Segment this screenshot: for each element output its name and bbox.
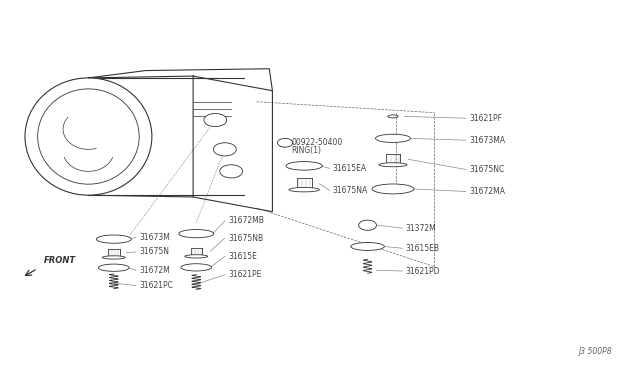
Circle shape — [213, 143, 236, 156]
Ellipse shape — [25, 78, 152, 195]
Text: 31675NB: 31675NB — [228, 234, 263, 243]
Text: 31675N: 31675N — [139, 247, 169, 256]
Text: 31621PF: 31621PF — [469, 114, 502, 123]
Ellipse shape — [388, 115, 398, 118]
Text: 31673M: 31673M — [139, 233, 170, 242]
Ellipse shape — [379, 163, 407, 167]
Text: 31615EB: 31615EB — [406, 244, 440, 253]
Text: 31675NA: 31675NA — [333, 186, 368, 195]
Ellipse shape — [99, 264, 129, 271]
Circle shape — [278, 138, 292, 147]
Ellipse shape — [97, 235, 131, 243]
Text: 31672MA: 31672MA — [469, 187, 505, 196]
Circle shape — [204, 113, 227, 126]
Ellipse shape — [289, 187, 319, 192]
Ellipse shape — [102, 256, 125, 259]
Text: 31372M: 31372M — [406, 224, 436, 232]
Circle shape — [358, 220, 376, 230]
Ellipse shape — [372, 184, 414, 194]
Text: 00922-50400: 00922-50400 — [291, 138, 342, 147]
Text: 31672M: 31672M — [139, 266, 170, 275]
Text: 31615EA: 31615EA — [333, 164, 367, 173]
Text: J3 500P8: J3 500P8 — [578, 347, 612, 356]
Ellipse shape — [376, 134, 410, 142]
Text: 31615E: 31615E — [228, 252, 257, 261]
Text: FRONT: FRONT — [44, 256, 76, 265]
Circle shape — [220, 165, 243, 178]
Text: 31672MB: 31672MB — [228, 216, 264, 225]
Ellipse shape — [185, 255, 208, 258]
Ellipse shape — [181, 264, 212, 271]
Ellipse shape — [286, 161, 323, 170]
Ellipse shape — [179, 230, 214, 238]
Text: RING(1): RING(1) — [291, 145, 321, 155]
Ellipse shape — [38, 89, 139, 184]
Text: 31621PD: 31621PD — [406, 266, 440, 276]
Ellipse shape — [351, 243, 385, 250]
Text: 31621PE: 31621PE — [228, 270, 261, 279]
Text: 31675NC: 31675NC — [469, 165, 504, 174]
Text: 31621PC: 31621PC — [139, 281, 173, 290]
Text: 31673MA: 31673MA — [469, 136, 505, 145]
